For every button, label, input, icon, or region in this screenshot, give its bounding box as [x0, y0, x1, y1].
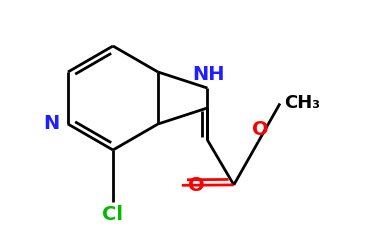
Text: N: N	[44, 114, 60, 134]
Text: Cl: Cl	[102, 205, 124, 224]
Text: CH₃: CH₃	[284, 95, 320, 113]
Text: O: O	[188, 176, 204, 195]
Text: O: O	[252, 120, 269, 139]
Text: NH: NH	[192, 65, 225, 84]
